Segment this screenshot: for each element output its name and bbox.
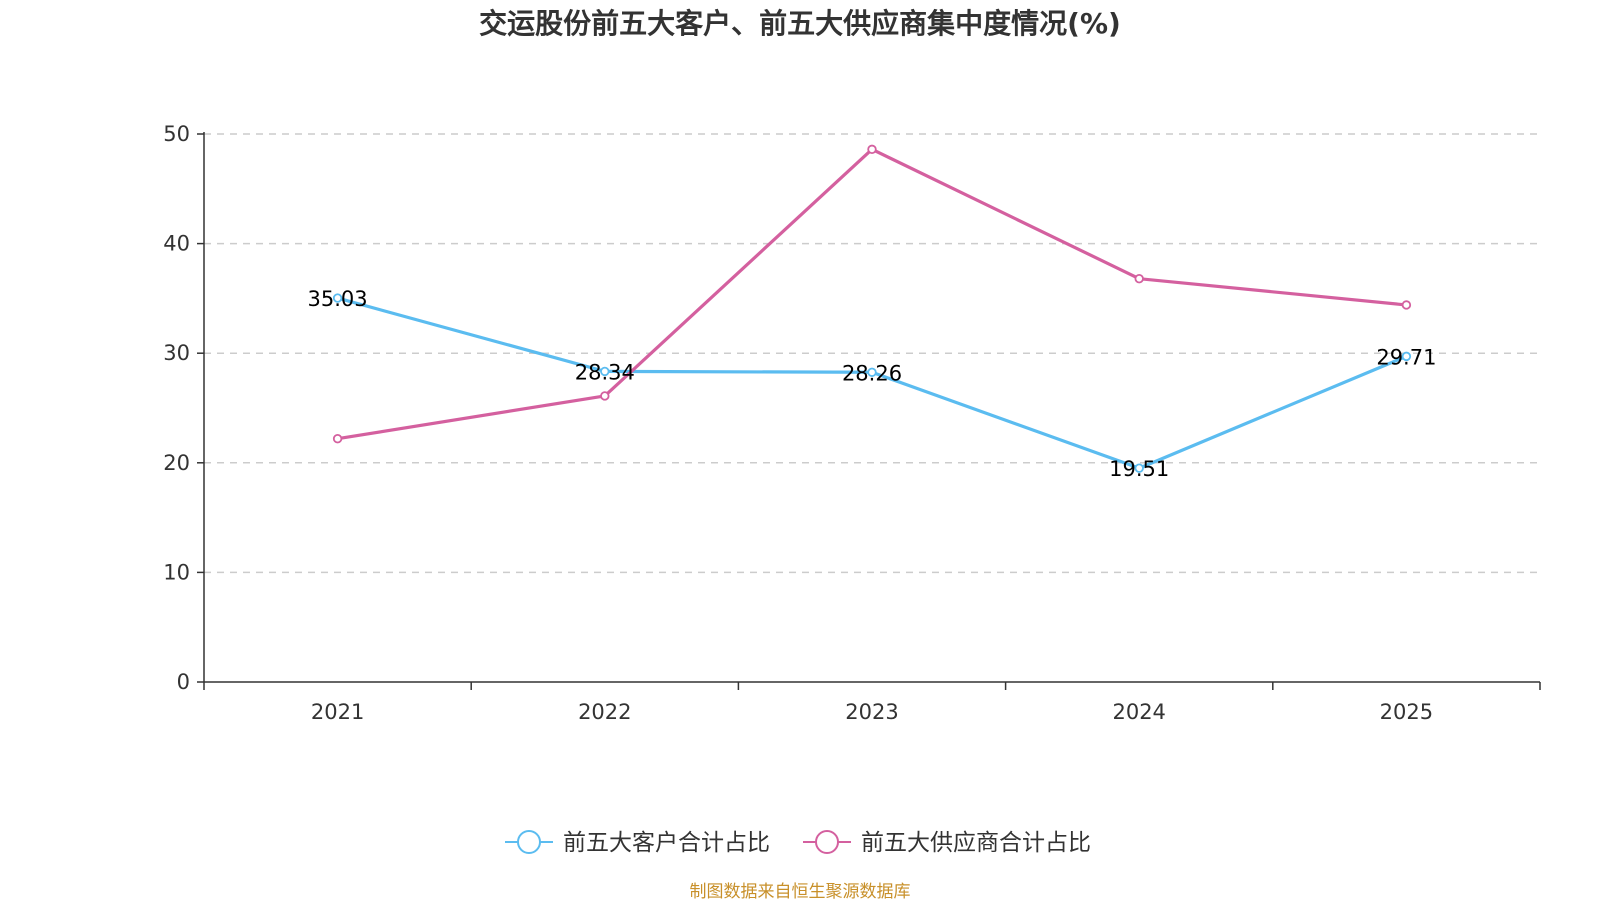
y-tick-label: 10 [163,560,190,584]
series-line-1 [337,147,1407,441]
data-point [1134,463,1144,473]
x-tick-label: 2022 [578,700,631,724]
data-point [1401,351,1412,362]
x-tick-label: 2024 [1112,700,1165,724]
axes: 0 10 20 30 40 50 2021 2022 2023 2024 2025 [163,122,1541,724]
grid-lines [204,133,1540,574]
x-tick-label: 2023 [845,700,898,724]
legend-label-suppliers: 前五大供应商合计占比 [861,830,1091,856]
data-point [600,366,610,377]
data-point [1401,300,1412,310]
data-labels: 35.03 28.34 28.26 19.51 29.71 [308,287,1437,481]
data-point [332,433,343,444]
data-point [867,144,877,155]
y-tick-label: 50 [163,122,190,146]
data-label: 28.34 [575,360,635,384]
x-tick-label: 2025 [1380,700,1433,724]
data-label: 19.51 [1109,457,1169,481]
x-tick-label: 2021 [311,700,364,724]
source-note: 制图数据来自恒生聚源数据库 [690,882,911,900]
series-lines [332,144,1412,473]
data-label: 28.26 [842,361,902,385]
data-label: 29.71 [1376,345,1436,369]
data-point [1134,273,1144,284]
data-label: 35.03 [308,287,368,311]
y-tick-label: 0 [177,670,190,694]
legend-marker-suppliers [815,830,839,854]
y-tick-label: 40 [163,232,190,256]
data-point [867,367,877,377]
chart-title: 交运股份前五大客户、前五大供应商集中度情况(%) [479,7,1121,40]
legend-marker-customers [517,830,541,854]
data-point [332,293,343,303]
legend[interactable]: 前五大客户合计占比 前五大供应商合计占比 [505,830,1091,856]
data-point [600,391,610,401]
legend-item-suppliers[interactable]: 前五大供应商合计占比 [803,830,1091,856]
y-tick-label: 20 [163,451,190,475]
legend-label-customers: 前五大客户合计占比 [563,830,770,856]
legend-item-customers[interactable]: 前五大客户合计占比 [505,830,770,856]
y-tick-label: 30 [163,341,190,365]
